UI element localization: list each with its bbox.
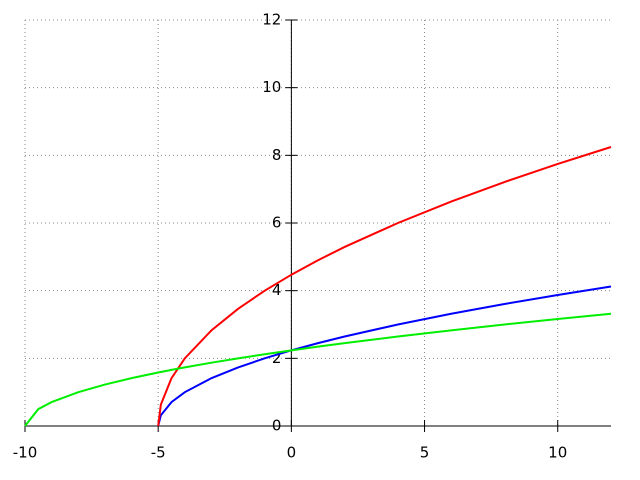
- y-tick-label: 6: [272, 214, 282, 232]
- y-tick-label: 8: [272, 146, 282, 164]
- line: [157, 285, 612, 427]
- x-tick-label: -5: [151, 444, 166, 462]
- x-tick-label: -10: [13, 444, 38, 462]
- y-tick-label: 2: [272, 349, 282, 367]
- line: [157, 146, 612, 427]
- line: [24, 312, 612, 427]
- y-tick-label: 4: [272, 281, 282, 299]
- x-tick-label: 0: [287, 444, 297, 462]
- y-tick-label: 0: [272, 417, 282, 435]
- x-tick-label: 10: [548, 444, 567, 462]
- x-tick-label: 5: [420, 444, 430, 462]
- y-tick-label: 12: [262, 11, 281, 29]
- y-tick-label: 10: [262, 78, 281, 96]
